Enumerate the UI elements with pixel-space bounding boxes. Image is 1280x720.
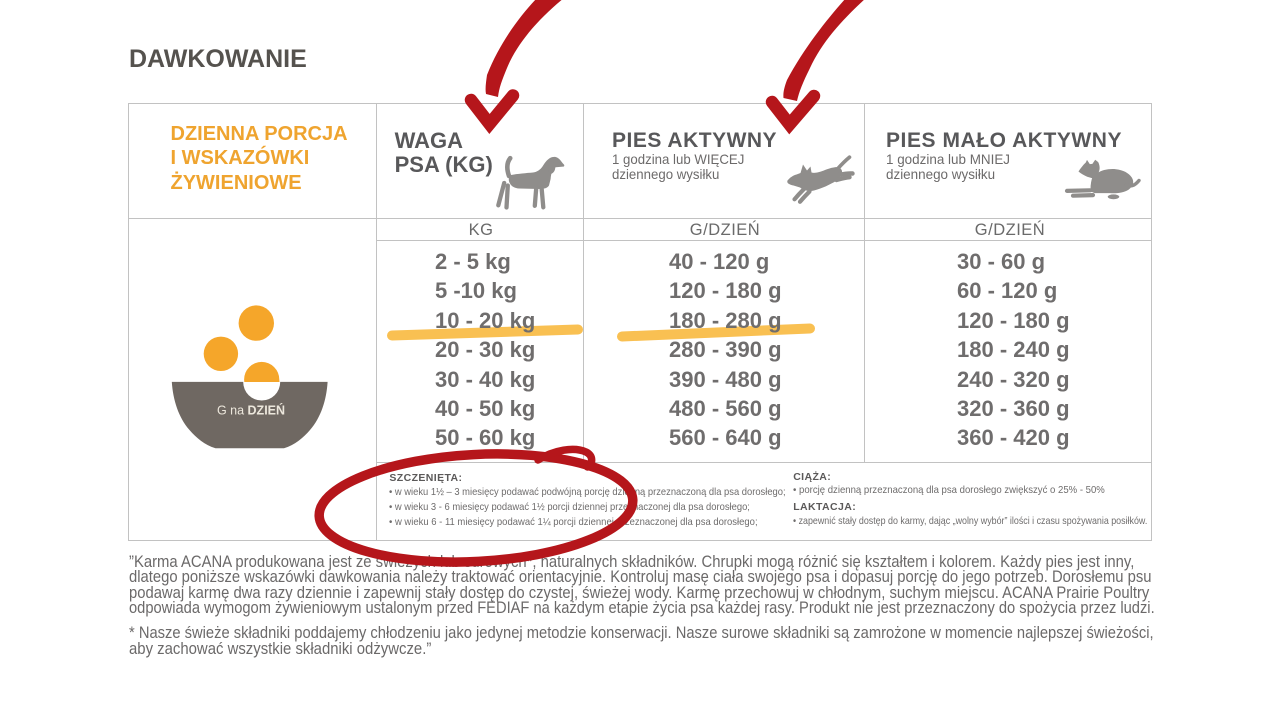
svg-text:G na DZIEŃ: G na DZIEŃ xyxy=(217,403,285,418)
